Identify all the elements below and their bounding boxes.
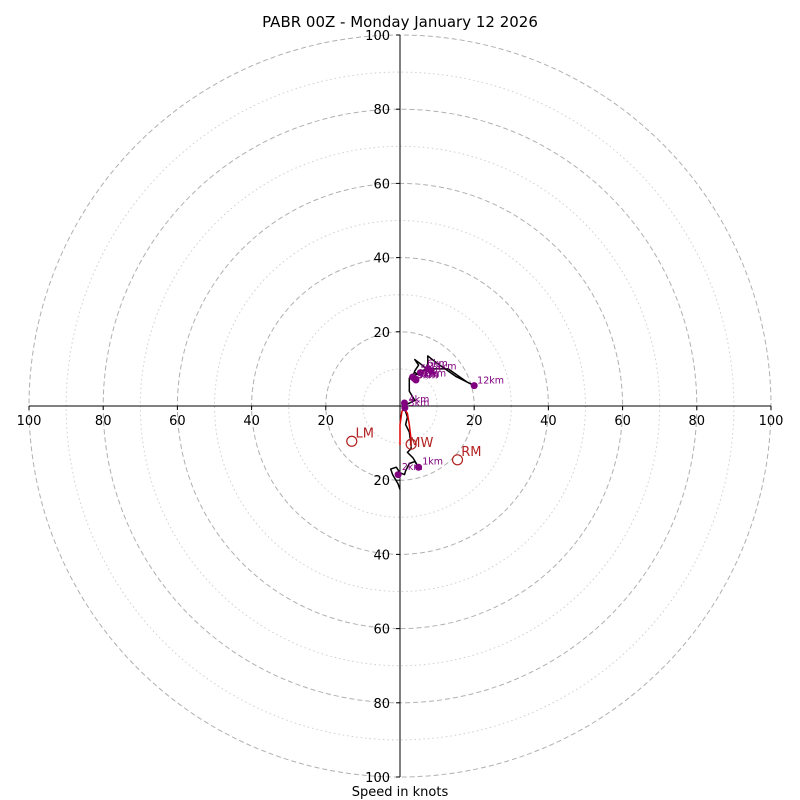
storm-motion-marker-rm — [451, 454, 464, 466]
y-tick-label: 100 — [365, 29, 390, 44]
height-label-1km: 1km — [422, 457, 443, 468]
storm-motion-label-mw: MW — [409, 436, 433, 451]
x-tick-label: 100 — [17, 414, 42, 429]
y-tick-label: 40 — [373, 252, 390, 267]
x-tick-label: 60 — [169, 414, 186, 429]
x-tick-label: 20 — [318, 414, 335, 429]
x-tick-label: 100 — [759, 414, 784, 429]
height-label-6km: 6km — [427, 359, 448, 370]
height-marker-11km — [427, 367, 435, 375]
height-marker-2km — [394, 471, 402, 479]
height-marker-10km — [409, 373, 417, 381]
height-marker-12km — [470, 382, 478, 390]
axes — [29, 35, 771, 777]
y-tick-label: 20 — [373, 474, 390, 489]
height-marker-1km — [415, 463, 423, 471]
x-axis-label: Speed in knots — [352, 785, 449, 800]
y-tick-label: 20 — [373, 326, 390, 341]
height-label-4km: 4km — [409, 394, 430, 405]
x-tick-label: 80 — [95, 414, 112, 429]
storm-motion-marker-lm — [346, 435, 358, 447]
height-label-9km: 9km — [418, 370, 439, 381]
hodograph-trace — [389, 355, 475, 490]
storm-motion-label-lm: LM — [355, 427, 373, 442]
y-tick-label: 80 — [373, 103, 390, 118]
height-label-3km: 3km — [409, 398, 430, 409]
height-label-11km: 11km — [430, 362, 457, 373]
x-tick-label: 80 — [689, 414, 706, 429]
storm-motion-label-rm: RM — [461, 445, 481, 460]
height-marker-4km — [400, 399, 408, 407]
y-tick-label: 80 — [373, 697, 390, 712]
height-marker-5km — [416, 369, 424, 377]
y-tick-label: 100 — [365, 771, 390, 786]
height-label-12km: 12km — [477, 376, 504, 387]
tick-labels: 100 80 60 40 20 20 40 60 80 100 100 80 60 40 20 20 40 60 8… — [17, 29, 784, 786]
y-tick-label: 60 — [373, 623, 390, 638]
x-tick-label: 20 — [466, 414, 483, 429]
storm-motion-marker-mw — [405, 438, 417, 450]
height-label-8km: 8km — [417, 371, 438, 382]
height-label-7km: 7km — [419, 369, 440, 380]
x-tick-label: 40 — [540, 414, 557, 429]
height-markers: 1km2km3km4km5km6km7km8km9km10km11km12km — [394, 359, 504, 479]
storm-motions: LM MW RM — [346, 427, 481, 466]
x-tick-label: 60 — [614, 414, 631, 429]
chart-title: PABR 00Z - Monday January 12 2026 — [262, 13, 538, 31]
x-tick-label: 40 — [243, 414, 260, 429]
y-tick-label: 60 — [373, 177, 390, 192]
height-label-2km: 2km — [402, 462, 423, 473]
y-tick-label: 40 — [373, 548, 390, 563]
